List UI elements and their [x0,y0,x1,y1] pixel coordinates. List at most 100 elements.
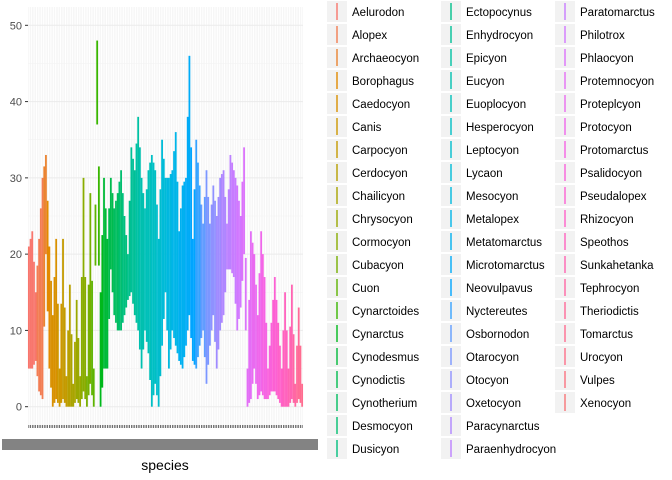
bar [109,177,112,270]
bar [103,177,105,369]
bar [166,177,169,331]
legend-label: Osbornodon [466,329,529,341]
bar [267,368,269,400]
legend-label: Protemnocyon [580,76,654,88]
bar [82,177,85,392]
bar [231,162,234,274]
bar [284,292,286,407]
bar [161,139,163,346]
bar [236,185,239,331]
legend-label: Theriodictis [580,306,639,318]
legend-label: Nyctereutes [466,306,528,318]
legend-label: Tomarctus [580,329,633,341]
bar [130,147,133,293]
bar [108,208,111,319]
legend-label: Cuon [352,283,380,295]
bar [48,246,51,369]
legend-label: Lycaon [466,168,503,180]
bar [137,116,140,331]
bar [217,196,220,350]
bar [193,189,196,365]
bar [157,238,160,407]
bar [116,193,119,331]
legend-label: Dusicyon [352,444,399,456]
bar [289,326,292,403]
legend-label: Desmocyon [352,421,413,433]
bar [273,277,276,392]
bar [164,177,167,293]
legend-label: Cubacyon [352,260,404,272]
bar [58,368,61,407]
bar [290,284,293,400]
bar [195,139,198,369]
bar [241,181,244,281]
bar [53,277,56,403]
bar [142,193,145,350]
bar [77,338,80,403]
legend-label: Otocyon [466,375,509,387]
legend-label: Mesocyon [466,191,518,203]
bar [138,147,141,350]
bar [275,299,278,396]
legend-label: Alopex [352,30,387,42]
bar [152,162,155,396]
legend-label: Xenocyon [580,398,631,410]
bar [250,231,252,400]
legend-label: Otarocyon [466,352,519,364]
bar [285,330,288,407]
bar [72,383,75,407]
bar [251,242,254,384]
bar [79,376,81,407]
bar [75,299,78,400]
bar [243,147,245,255]
bar [144,208,146,331]
x-axis-title: species [141,457,188,473]
bar [215,216,218,369]
bar [145,189,148,342]
y-tick-label: 0 [16,402,22,414]
legend-label: Chrysocyon [352,214,413,226]
bar [212,185,215,316]
bar [244,257,247,331]
legend-label: Aelurodon [352,7,404,19]
x-tick-labels-overlapped [2,439,318,450]
bar [101,235,104,388]
legend-label: Cynotherium [352,398,417,410]
bar [56,303,59,403]
legend-label: Urocyon [580,352,623,364]
bar [174,132,177,346]
bar [272,299,275,392]
bar [36,265,39,377]
legend-label: Hesperocyon [466,122,534,134]
bar [277,322,280,400]
bar [127,254,129,300]
legend-label: Metalopex [466,214,519,226]
bar [191,238,194,361]
bar [120,170,122,331]
bar [188,55,191,316]
bar [256,315,259,400]
legend-label: Protocyon [580,122,632,134]
bar [171,170,174,331]
bar [43,166,46,327]
legend-label: Cynarctoides [352,306,419,318]
legend-label: Psalidocyon [580,168,642,180]
bar [214,200,216,342]
x-axis [2,425,318,450]
legend-label: Archaeocyon [352,53,419,65]
legend-label: Paracynarctus [466,421,540,433]
bar [200,204,203,339]
bar [128,200,131,297]
bar [118,181,121,331]
legend-label: Cynodesmus [352,352,419,364]
legend-label: Rhizocyon [580,214,634,226]
bar [147,170,150,354]
bar [55,238,58,400]
bar [280,368,283,407]
legend-label: Carpocyon [352,145,408,157]
bar [232,170,235,278]
bar [186,116,189,331]
bar [263,277,266,400]
bar [169,174,172,350]
legend-label: Canis [352,122,382,134]
